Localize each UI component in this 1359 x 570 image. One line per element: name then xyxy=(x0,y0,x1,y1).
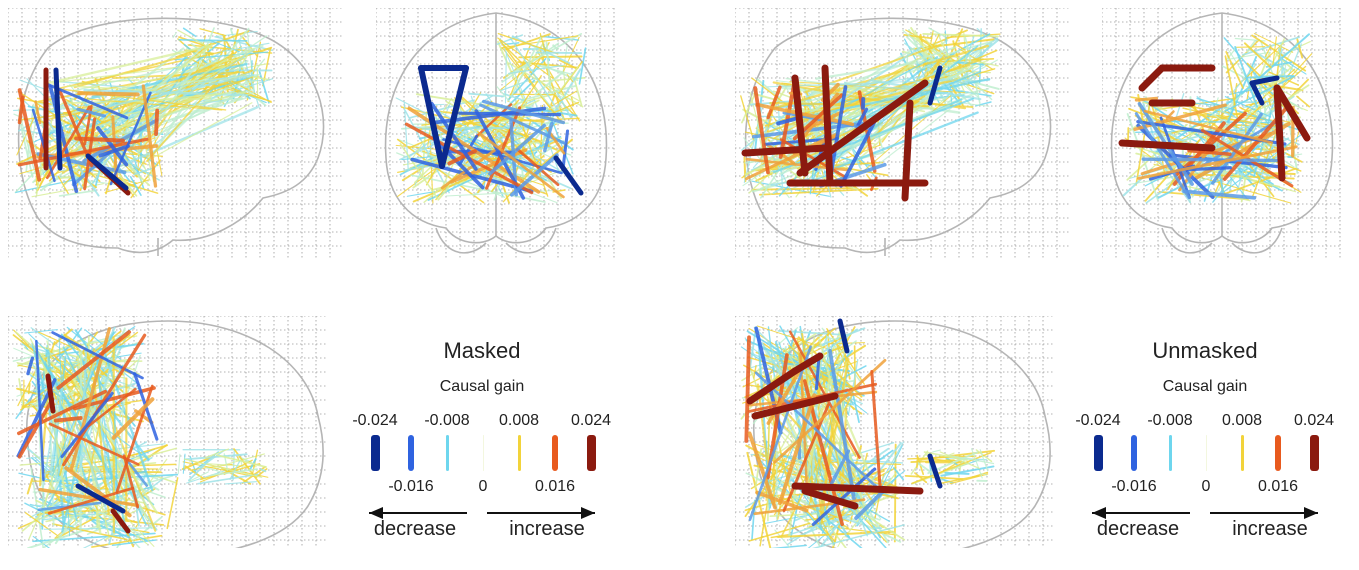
brain-sagittal-unmasked xyxy=(735,8,1070,258)
brain-axial-masked xyxy=(8,316,328,548)
decrease-label: decrease xyxy=(1097,518,1179,541)
decrease-label: decrease xyxy=(374,518,456,541)
brain-coronal-masked xyxy=(376,8,616,258)
brain-axial-unmasked xyxy=(735,316,1055,548)
brain-sagittal-masked xyxy=(8,8,343,258)
increase-label: increase xyxy=(1232,518,1308,541)
increase-label: increase xyxy=(509,518,585,541)
brain-coronal-unmasked xyxy=(1102,8,1342,258)
